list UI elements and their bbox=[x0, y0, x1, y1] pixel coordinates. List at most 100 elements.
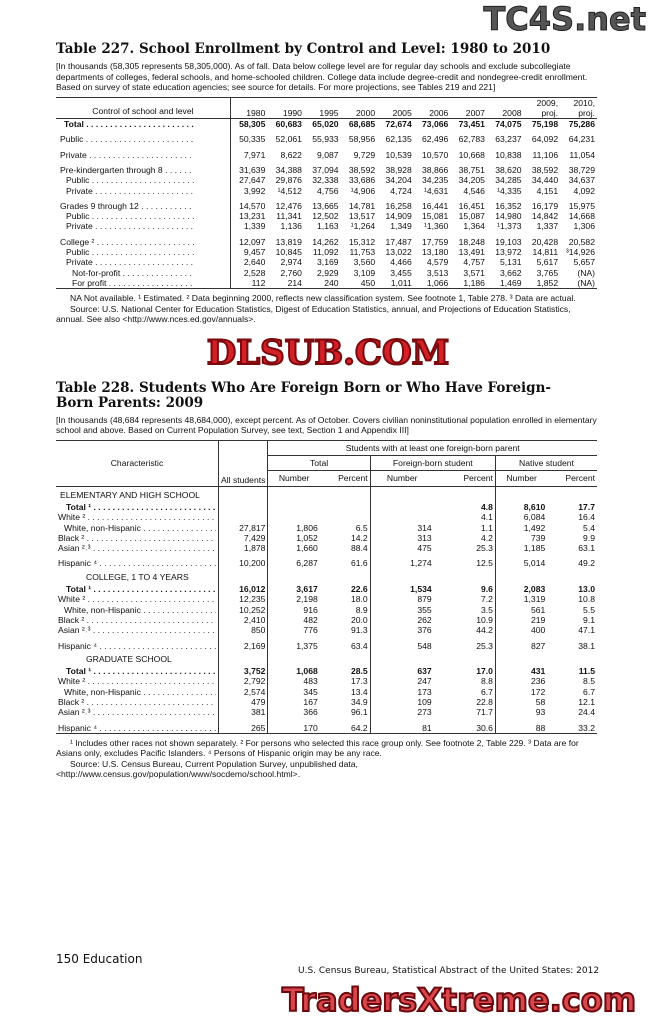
row-label-box: Private bbox=[56, 257, 194, 267]
cell: 64.2 bbox=[350, 722, 368, 733]
table-227: Control of school and level 1980 1990 1995 2… bbox=[56, 97, 597, 290]
cell bbox=[219, 512, 268, 522]
cell: 8.8 bbox=[481, 676, 493, 687]
cell bbox=[494, 568, 548, 585]
row-label-box: Grades 9 through 12 bbox=[56, 201, 194, 211]
cell bbox=[267, 650, 320, 667]
cell: 739 bbox=[494, 532, 548, 544]
cell: 109 bbox=[369, 696, 434, 708]
cell: 75,198 bbox=[531, 119, 559, 130]
group-header: Foreign-born student bbox=[369, 455, 496, 472]
cell bbox=[267, 568, 320, 585]
cell: 10.8 bbox=[578, 594, 595, 605]
cell: 5,617 bbox=[536, 257, 559, 268]
cell: 172 bbox=[494, 686, 548, 697]
cell: 63.4 bbox=[350, 640, 368, 651]
row-label: For profit bbox=[56, 277, 231, 289]
row-label: College ² bbox=[56, 231, 231, 248]
cell: 4,151 bbox=[536, 185, 559, 196]
cell: 11.5 bbox=[578, 666, 595, 677]
cell: 3,765 bbox=[536, 267, 559, 278]
cell: 10,838 bbox=[495, 149, 522, 160]
table-row: Private 1,339 1,136 1,163 ¹1,264 1,349 ¹1,360 1… bbox=[56, 221, 597, 232]
row-label-box: Private bbox=[56, 150, 194, 160]
cell: 12,476 bbox=[275, 200, 302, 211]
table-228-footnote: ¹ Includes other races not shown separat… bbox=[56, 737, 579, 759]
cell: 475 bbox=[369, 543, 434, 554]
row-label-text: Not-for-profit bbox=[72, 268, 194, 278]
cell: 2,169 bbox=[243, 640, 266, 651]
cell: 1,306 bbox=[573, 221, 595, 232]
column-header: 1980 bbox=[246, 107, 266, 118]
cell: 88 bbox=[494, 717, 548, 734]
cell bbox=[219, 502, 268, 512]
cell: 561 bbox=[494, 604, 548, 615]
cell bbox=[219, 651, 268, 666]
row-label-box: Not-for-profit bbox=[56, 268, 194, 278]
sub-header: Percent bbox=[433, 470, 496, 487]
cell: (NA) bbox=[577, 277, 595, 288]
cell: 8,622 bbox=[280, 149, 302, 160]
row-label-box: Total bbox=[56, 119, 194, 129]
cell: 4,757 bbox=[463, 257, 485, 268]
row-label-text: Total ¹ bbox=[66, 584, 216, 594]
cell: 19,103 bbox=[495, 236, 522, 247]
watermark-logo: TradersXtreme.com bbox=[281, 980, 637, 1020]
spanner-header: Students with at least one foreign-born … bbox=[267, 440, 597, 457]
row-label: Black ² bbox=[56, 696, 219, 708]
row-label-text: Total ¹ bbox=[66, 502, 216, 512]
group-header: Total bbox=[267, 455, 371, 472]
cell bbox=[434, 486, 496, 502]
cell: 1,492 bbox=[494, 522, 548, 533]
cell: 11,092 bbox=[312, 247, 339, 258]
cell: 170 bbox=[267, 717, 320, 734]
cell: 355 bbox=[369, 604, 434, 615]
cell: 10,570 bbox=[422, 149, 449, 160]
cell: 9.1 bbox=[583, 614, 595, 625]
cell bbox=[219, 486, 268, 502]
header-row: Characteristic All students Students with … bbox=[56, 440, 597, 487]
cell: 14,980 bbox=[495, 211, 522, 222]
cell: 13,180 bbox=[422, 247, 449, 258]
cell: 18.0 bbox=[350, 594, 368, 605]
cell: 1,375 bbox=[267, 635, 320, 651]
cell: 65,020 bbox=[312, 119, 339, 130]
table-row: White ² 4.16,084 16.4 bbox=[56, 512, 597, 523]
cell: 7,971 bbox=[243, 149, 266, 160]
table-row: College ² 12,097 13,819 14,262 15,312 17,487 1… bbox=[56, 231, 597, 248]
cell: ¹1,360 bbox=[423, 221, 449, 232]
table-row: Private 7,971 8,622 9,087 9,729 10,539 10,570 1… bbox=[56, 144, 597, 160]
cell: 88.4 bbox=[350, 543, 368, 554]
cell: 22.8 bbox=[476, 696, 493, 707]
row-label-text: Private bbox=[60, 150, 194, 160]
row-label-text: Pre-kindergarten through 8 bbox=[60, 165, 194, 175]
row-label: Asian ²˒³ bbox=[56, 543, 219, 554]
cell: 14,570 bbox=[239, 200, 266, 211]
cell: 25.3 bbox=[476, 543, 493, 554]
table-227-source: Source: U.S. National Center for Educati… bbox=[56, 303, 571, 325]
cell: 38,928 bbox=[385, 164, 412, 175]
cell bbox=[369, 650, 434, 667]
row-label-box: Private bbox=[56, 186, 194, 196]
row-label: Public bbox=[56, 211, 231, 222]
cell: 91.3 bbox=[350, 625, 368, 636]
row-label-text: Public bbox=[60, 134, 194, 144]
cell: 55,933 bbox=[312, 134, 339, 145]
cell: 34,388 bbox=[275, 164, 302, 175]
cell: 34,204 bbox=[385, 175, 412, 186]
all-students-header: All students bbox=[217, 440, 268, 487]
row-label: White ² bbox=[56, 594, 219, 605]
cell: 12.5 bbox=[476, 558, 493, 569]
cell: 63,237 bbox=[495, 134, 522, 145]
cell: 1,337 bbox=[536, 221, 559, 232]
cell: 265 bbox=[251, 722, 266, 733]
header-row: Total Foreign-born student Native student bbox=[56, 455, 597, 472]
row-label: Private bbox=[56, 144, 231, 160]
row-label: Total bbox=[56, 118, 231, 130]
row-label-box: Hispanic ⁴ bbox=[56, 723, 216, 733]
row-label-box: Private bbox=[56, 221, 194, 231]
